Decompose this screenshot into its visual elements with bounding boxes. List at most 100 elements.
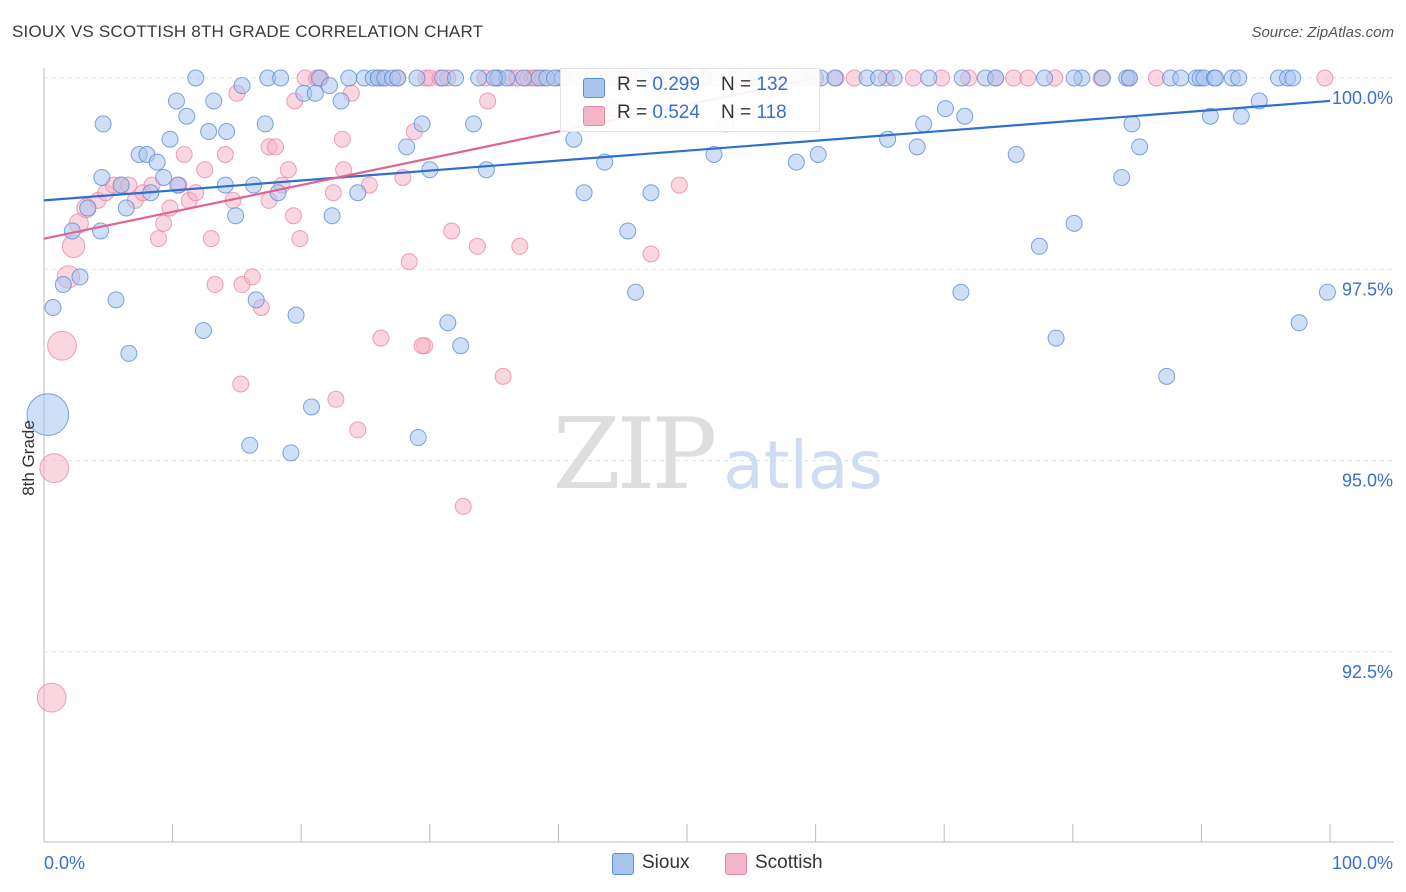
scottish-points xyxy=(36,69,1334,713)
scottish-point xyxy=(232,375,250,393)
scottish-point xyxy=(39,453,70,484)
sioux-point xyxy=(302,398,320,416)
sioux-point xyxy=(1123,115,1141,133)
sioux-point xyxy=(1290,314,1308,332)
sioux-trend-line xyxy=(43,99,1331,202)
sioux-point xyxy=(1093,69,1111,87)
y-axis-label: 8th Grade xyxy=(19,420,38,496)
sioux-point xyxy=(187,69,205,87)
scottish-point xyxy=(196,161,214,179)
sioux-point xyxy=(936,100,954,118)
sioux-point xyxy=(920,69,938,87)
sioux-legend-label: Sioux xyxy=(642,852,690,873)
sioux-point xyxy=(167,92,185,110)
chart-title: SIOUX VS SCOTTISH 8TH GRADE CORRELATION … xyxy=(12,22,484,41)
sioux-point xyxy=(408,69,426,87)
sioux-point xyxy=(908,138,926,156)
sioux-point xyxy=(1047,329,1065,347)
sioux-point xyxy=(117,199,135,217)
scottish-n-label: N = xyxy=(721,102,757,123)
scottish-point xyxy=(670,176,688,194)
scottish-point xyxy=(413,337,431,355)
sioux-point xyxy=(112,176,130,194)
sioux-point xyxy=(155,168,173,186)
scottish-point xyxy=(266,138,284,156)
sioux-point xyxy=(619,222,637,240)
scottish-point xyxy=(479,92,497,110)
scottish-point xyxy=(454,497,472,515)
sioux-point xyxy=(1065,69,1083,87)
sioux-point xyxy=(409,429,427,447)
scottish-point xyxy=(324,184,342,202)
sioux-point xyxy=(1158,367,1176,385)
sioux-point xyxy=(256,115,274,133)
scottish-point xyxy=(511,237,529,255)
sioux-point xyxy=(705,146,723,163)
scottish-point xyxy=(443,222,461,240)
sioux-point xyxy=(79,199,97,217)
legend-sioux-text: R = 0.299 N = 132 xyxy=(617,74,788,96)
sioux-point xyxy=(952,283,970,301)
sioux-point xyxy=(439,314,457,332)
sioux-swatch xyxy=(583,78,605,98)
scottish-point xyxy=(494,367,512,385)
scottish-n-value: 118 xyxy=(756,102,787,123)
sioux-point xyxy=(306,84,324,102)
sioux-point xyxy=(398,138,416,156)
scottish-point xyxy=(284,207,302,225)
sioux-point xyxy=(565,130,583,148)
sioux-points xyxy=(26,69,1336,462)
sioux-point xyxy=(218,123,236,141)
sioux-point xyxy=(148,153,166,171)
scottish-r-value: 0.524 xyxy=(652,102,700,123)
watermark-atlas: atlas xyxy=(723,427,883,504)
sioux-point xyxy=(54,276,72,294)
sioux-point xyxy=(93,168,111,186)
sioux-point xyxy=(320,77,338,95)
scottish-point xyxy=(202,230,220,248)
sioux-point xyxy=(915,115,933,133)
sioux-point xyxy=(200,123,218,141)
sioux-point xyxy=(447,69,465,87)
sioux-point xyxy=(1007,146,1025,163)
sioux-point xyxy=(1207,69,1225,87)
source-label: Source: ZipAtlas.com xyxy=(1251,24,1394,41)
sioux-point xyxy=(465,115,483,133)
sioux-point xyxy=(1113,168,1131,186)
scottish-point xyxy=(155,214,173,232)
tick-labels: 100.0% 97.5% 95.0% 92.5% 0.0% 100.0% xyxy=(44,88,1393,873)
sioux-r-label: R = xyxy=(617,74,653,95)
sioux-point xyxy=(826,69,844,87)
sioux-point xyxy=(1172,69,1190,87)
sioux-point xyxy=(107,291,125,309)
watermark-zip: ZIP xyxy=(553,398,715,512)
sioux-point xyxy=(1131,138,1149,156)
scottish-point xyxy=(372,329,390,347)
scottish-point xyxy=(333,130,351,148)
sioux-point xyxy=(515,69,533,87)
scottish-point xyxy=(216,146,234,163)
sioux-r-value: 0.299 xyxy=(652,74,700,95)
sioux-point xyxy=(227,207,245,225)
y-tick-label: 92.5% xyxy=(1342,662,1393,682)
scottish-swatch xyxy=(583,106,605,126)
scottish-r-label: R = xyxy=(617,102,653,123)
sioux-point xyxy=(1318,283,1336,301)
y-tick-label: 100.0% xyxy=(1332,88,1393,108)
sioux-point xyxy=(787,153,805,171)
sioux-point xyxy=(389,69,407,87)
sioux-point xyxy=(332,92,350,110)
sioux-legend-swatch xyxy=(612,853,634,875)
scottish-point xyxy=(1005,69,1023,87)
sioux-point xyxy=(1284,69,1302,87)
sioux-point xyxy=(879,130,897,148)
scottish-point xyxy=(149,230,167,248)
sioux-point xyxy=(282,444,300,462)
sioux-point xyxy=(1201,107,1219,125)
sioux-point xyxy=(161,130,179,148)
sioux-point xyxy=(1250,92,1268,110)
y-tick-label: 95.0% xyxy=(1342,471,1393,491)
sioux-point xyxy=(956,107,974,125)
sioux-point xyxy=(340,69,358,87)
sioux-point xyxy=(485,69,503,87)
